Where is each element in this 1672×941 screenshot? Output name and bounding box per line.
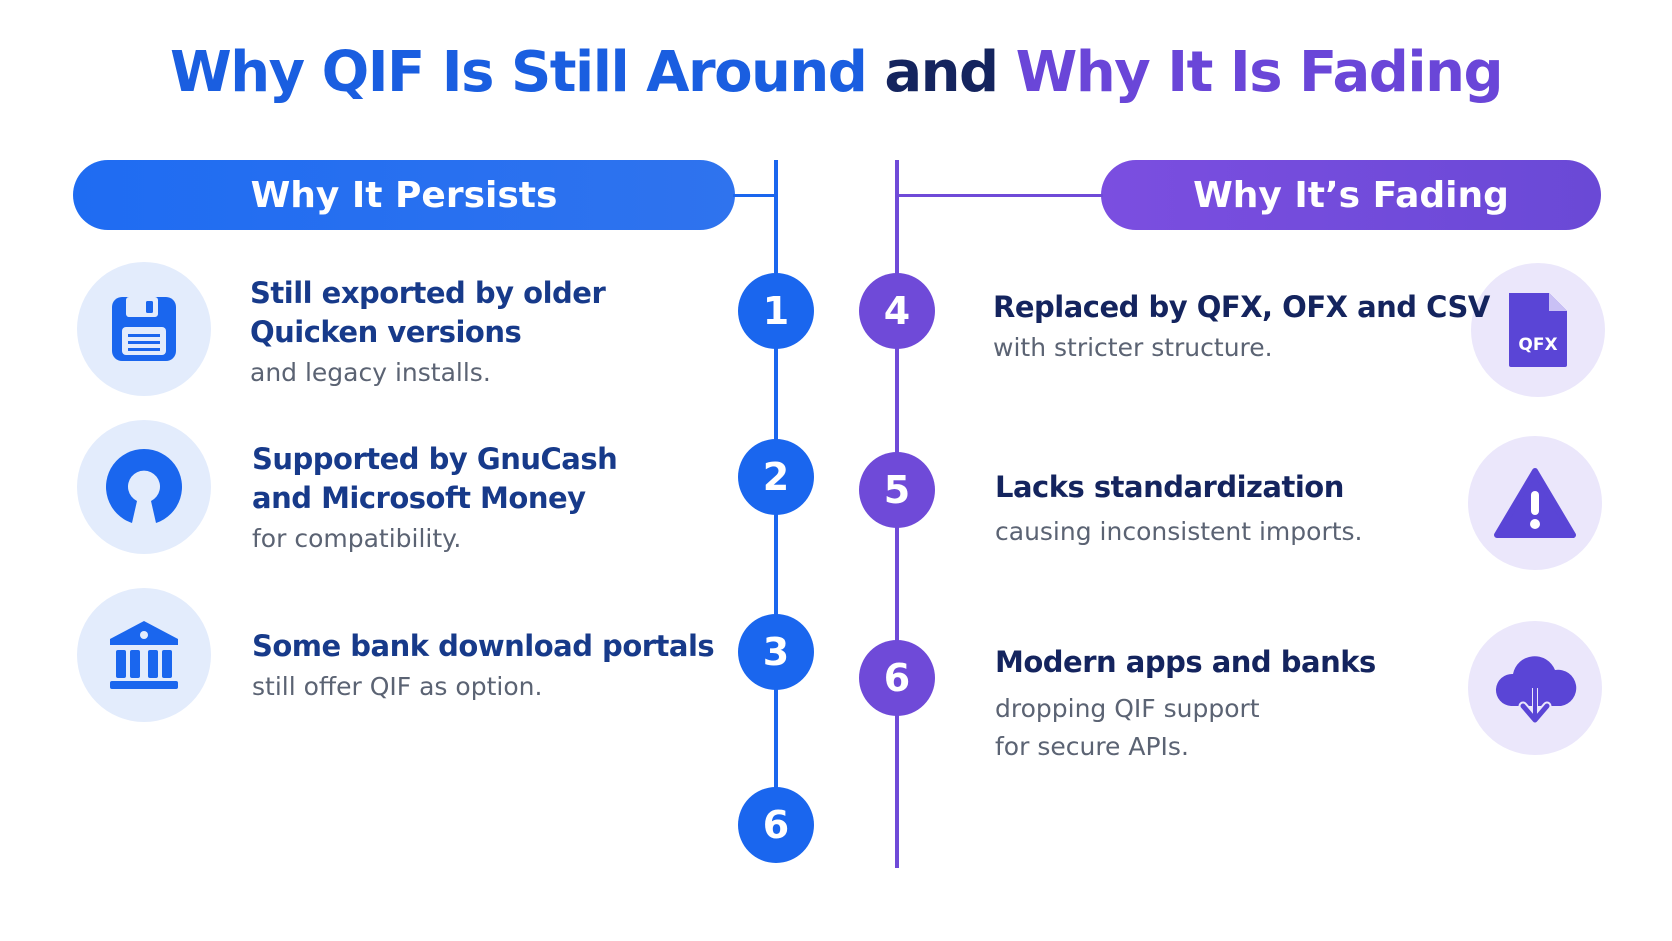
item-heading-line1: Lacks standardization: [995, 470, 1344, 504]
persists-item-3: Some bank download portals still offer Q…: [252, 627, 715, 706]
persists-item-1: Still exported by older Quicken versions…: [250, 274, 606, 392]
timeline-node-1: 1: [738, 273, 814, 349]
item-heading-line1: Supported by GnuCash: [252, 442, 618, 476]
item-heading-line1: Replaced by QFX, OFX and CSV: [993, 290, 1490, 324]
left-header-connector: [733, 194, 777, 197]
item-heading-line2: Quicken versions: [250, 315, 522, 349]
timeline-node-2: 2: [738, 439, 814, 515]
item-description-line1: dropping QIF support: [995, 694, 1260, 723]
floppy-disk-icon: [77, 262, 211, 396]
item-description: and legacy installs.: [250, 358, 491, 387]
timeline-node-6: 6: [859, 640, 935, 716]
title-part-fading: Why It Is Fading: [1015, 40, 1504, 105]
cloud-download-icon: [1468, 621, 1602, 755]
timeline-node-5: 5: [859, 452, 935, 528]
open-source-icon: [77, 420, 211, 554]
page-title: Why QIF Is Still Around and Why It Is Fa…: [0, 40, 1672, 105]
item-description: still offer QIF as option.: [252, 672, 543, 701]
title-connector: and: [866, 40, 1016, 105]
warning-icon: [1468, 436, 1602, 570]
item-heading-line1: Still exported by older: [250, 276, 606, 310]
persists-item-2: Supported by GnuCash and Microsoft Money…: [252, 440, 618, 558]
item-description: causing inconsistent imports.: [995, 517, 1363, 546]
item-description-line2: for secure APIs.: [995, 732, 1189, 761]
qfx-icon-label: QFX: [1518, 335, 1557, 355]
timeline-node-extra: 6: [738, 787, 814, 863]
fading-header: Why It’s Fading: [1101, 160, 1601, 230]
qfx-file-icon: QFX: [1471, 263, 1605, 397]
timeline-node-4: 4: [859, 273, 935, 349]
timeline-node-3: 3: [738, 614, 814, 690]
fading-item-5: Lacks standardization causing inconsiste…: [995, 468, 1363, 551]
fading-item-6: Modern apps and banks dropping QIF suppo…: [995, 643, 1376, 766]
right-header-connector: [897, 194, 1103, 197]
bank-icon: [77, 588, 211, 722]
item-heading-line1: Some bank download portals: [252, 629, 715, 663]
item-description: for compatibility.: [252, 524, 462, 553]
title-part-persist: Why QIF Is Still Around: [169, 40, 868, 105]
item-heading-line1: Modern apps and banks: [995, 645, 1376, 679]
fading-item-4: Replaced by QFX, OFX and CSV with strict…: [993, 288, 1490, 367]
item-description: with stricter structure.: [993, 333, 1273, 362]
persists-header: Why It Persists: [73, 160, 735, 230]
item-heading-line2: and Microsoft Money: [252, 481, 586, 515]
